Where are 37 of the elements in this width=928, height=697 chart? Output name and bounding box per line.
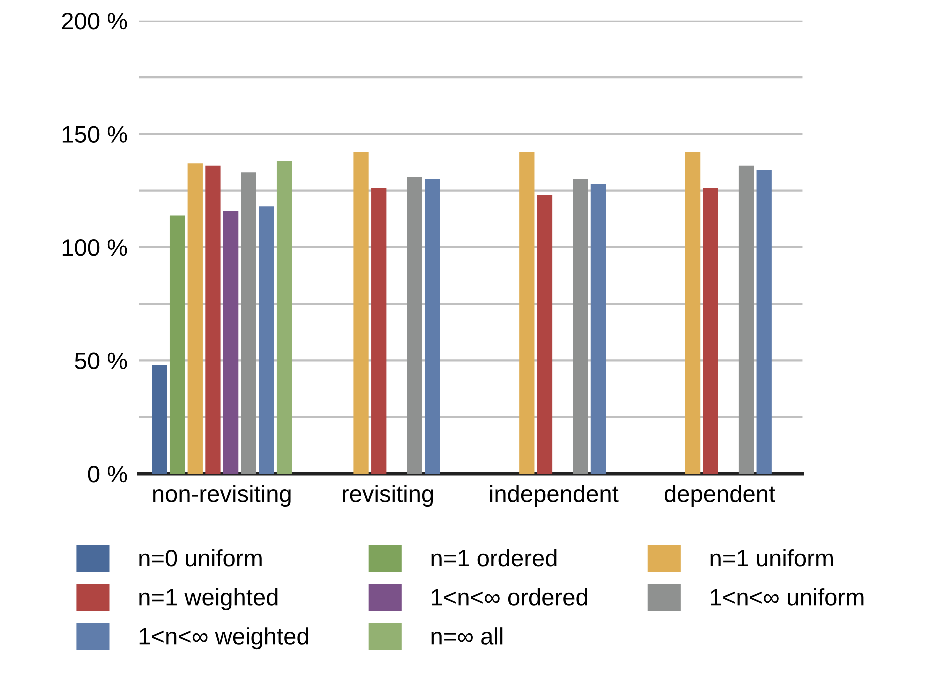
bar	[188, 164, 203, 474]
bar	[372, 188, 387, 474]
bar	[170, 216, 186, 474]
bar	[354, 152, 369, 474]
bar	[756, 170, 772, 474]
y-tick-label: 0 %	[88, 466, 128, 483]
legend-label: 1<n<∞ ordered	[432, 588, 588, 606]
legend-label: n=1 ordered	[432, 549, 557, 567]
y-tick-label: 50 %	[75, 352, 128, 370]
legend-label: n=0 uniform	[140, 549, 262, 567]
bar	[738, 166, 754, 474]
bar	[152, 365, 168, 474]
bar	[425, 179, 440, 474]
y-tick-label: 200 %	[62, 12, 128, 30]
bar	[685, 152, 701, 474]
bar	[573, 179, 588, 474]
bar	[703, 188, 718, 474]
legend-label: n=1 weighted	[140, 588, 278, 611]
bar	[537, 195, 553, 474]
bar	[259, 206, 274, 474]
bar	[223, 211, 239, 474]
bar	[407, 177, 422, 474]
bar	[590, 184, 606, 474]
legend-label: 1<n<∞ weighted	[140, 628, 308, 650]
legend-label: n=1 uniform	[710, 549, 834, 567]
bar	[206, 166, 221, 474]
legend-label: n=∞ all	[432, 628, 503, 645]
legend-label: 1<n<∞ uniform	[711, 588, 864, 606]
y-tick-label: 150 %	[62, 126, 128, 143]
x-tick-label: non-revisiting	[154, 485, 291, 508]
x-tick-label: dependent	[664, 485, 776, 508]
x-tick-label: independent	[490, 485, 619, 508]
bar	[276, 161, 292, 474]
bar	[520, 152, 535, 474]
y-tick-label: 100 %	[62, 240, 128, 256]
x-tick-label: revisiting	[343, 485, 434, 508]
bar	[241, 172, 256, 474]
